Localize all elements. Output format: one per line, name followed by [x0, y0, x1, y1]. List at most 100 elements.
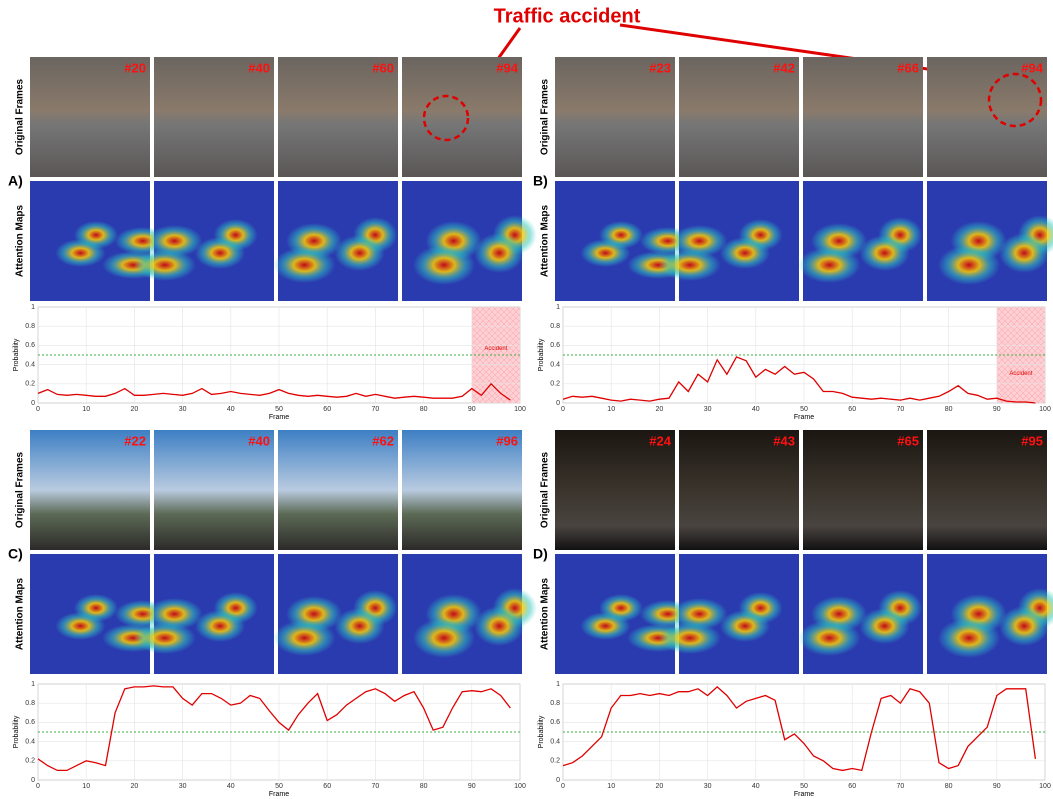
y-axis-label: Probability [13, 338, 20, 371]
attention-blob [474, 606, 524, 646]
x-tick-label: 50 [800, 406, 808, 413]
y-tick-label: 0.4 [25, 361, 35, 368]
x-tick-label: 0 [561, 406, 565, 413]
attention-blob [335, 608, 385, 644]
y-tick-label: 0.8 [25, 700, 35, 707]
y-tick-label: 0.4 [550, 361, 560, 368]
x-axis-label: Frame [794, 414, 814, 421]
attention-blob [335, 235, 385, 271]
x-tick-label: 70 [897, 783, 905, 790]
y-tick-label: 0.4 [550, 738, 560, 745]
attention-blob [999, 233, 1049, 273]
x-tick-label: 80 [945, 783, 953, 790]
y-tick-label: 0 [556, 777, 560, 784]
x-tick-label: 90 [468, 406, 476, 413]
row-label: Attention Maps [540, 577, 551, 650]
attention-blob [798, 620, 860, 656]
y-tick-label: 0.6 [25, 719, 35, 726]
frame-label: #60 [372, 60, 394, 75]
x-tick-label: 10 [607, 406, 615, 413]
y-tick-label: 0.6 [550, 342, 560, 349]
attention-blob [860, 235, 910, 271]
annotation: Traffic accident [494, 5, 641, 27]
y-tick-label: 0.2 [25, 758, 35, 765]
x-tick-label: 40 [752, 783, 760, 790]
row-label: Original Frames [15, 78, 26, 155]
frame-label: #40 [248, 433, 270, 448]
x-tick-label: 20 [131, 406, 139, 413]
attention-blob [938, 618, 1000, 658]
frame-label: #65 [897, 433, 919, 448]
panel-label: D) [533, 546, 548, 562]
attention-blob [720, 237, 770, 269]
y-tick-label: 0.8 [25, 323, 35, 330]
x-tick-label: 70 [372, 406, 380, 413]
x-tick-label: 40 [227, 406, 235, 413]
y-tick-label: 0.6 [550, 719, 560, 726]
frame-label: #66 [897, 60, 919, 75]
x-tick-label: 30 [179, 406, 187, 413]
row-label: Attention Maps [15, 204, 26, 277]
y-tick-label: 0.6 [25, 342, 35, 349]
x-tick-label: 40 [227, 783, 235, 790]
attention-blob [195, 610, 245, 642]
x-tick-label: 60 [323, 783, 331, 790]
x-tick-label: 30 [179, 783, 187, 790]
attention-blob [720, 610, 770, 642]
attention-blob [273, 247, 335, 283]
attention-blob [659, 249, 721, 281]
x-tick-label: 20 [656, 406, 664, 413]
x-tick-label: 80 [420, 783, 428, 790]
y-axis-label: Probability [538, 338, 545, 371]
y-tick-label: 0.8 [550, 323, 560, 330]
attention-blob [999, 606, 1049, 646]
x-tick-label: 20 [131, 783, 139, 790]
attention-blob [273, 620, 335, 656]
row-label: Attention Maps [15, 577, 26, 650]
y-tick-label: 0 [31, 777, 35, 784]
y-tick-label: 0.4 [25, 738, 35, 745]
x-tick-label: 50 [275, 406, 283, 413]
attention-blob [55, 239, 105, 267]
x-tick-label: 60 [848, 406, 856, 413]
x-tick-label: 80 [945, 406, 953, 413]
attention-blob [580, 612, 630, 640]
x-tick-label: 90 [993, 406, 1001, 413]
attention-blob [798, 247, 860, 283]
frame-label: #40 [248, 60, 270, 75]
x-tick-label: 60 [323, 406, 331, 413]
attention-blob [580, 239, 630, 267]
frame-label: #22 [124, 433, 146, 448]
span-label: Accident [1009, 371, 1032, 377]
attention-blob [195, 237, 245, 269]
row-label: Original Frames [540, 78, 551, 155]
attention-blob [55, 612, 105, 640]
x-tick-label: 70 [897, 406, 905, 413]
x-axis-label: Frame [794, 791, 814, 798]
frame-label: #20 [124, 60, 146, 75]
x-tick-label: 30 [704, 406, 712, 413]
x-tick-label: 10 [82, 406, 90, 413]
attention-blob [134, 622, 196, 654]
x-tick-label: 100 [514, 783, 526, 790]
frame-label: #94 [1021, 60, 1043, 75]
frame-label: #94 [496, 60, 518, 75]
y-tick-label: 1 [31, 304, 35, 311]
x-axis-label: Frame [269, 414, 289, 421]
x-tick-label: 10 [607, 783, 615, 790]
y-tick-label: 0.8 [550, 700, 560, 707]
x-tick-label: 100 [514, 406, 526, 413]
frame-label: #43 [773, 433, 795, 448]
y-tick-label: 0.2 [550, 381, 560, 388]
x-tick-label: 90 [993, 783, 1001, 790]
row-label: Original Frames [540, 451, 551, 528]
x-tick-label: 30 [704, 783, 712, 790]
row-label: Original Frames [15, 451, 26, 528]
y-axis-label: Probability [13, 715, 20, 748]
x-tick-label: 50 [275, 783, 283, 790]
x-axis-label: Frame [269, 791, 289, 798]
y-tick-label: 0.2 [25, 381, 35, 388]
x-tick-label: 100 [1039, 783, 1051, 790]
attention-blob [474, 233, 524, 273]
attention-blob [659, 622, 721, 654]
